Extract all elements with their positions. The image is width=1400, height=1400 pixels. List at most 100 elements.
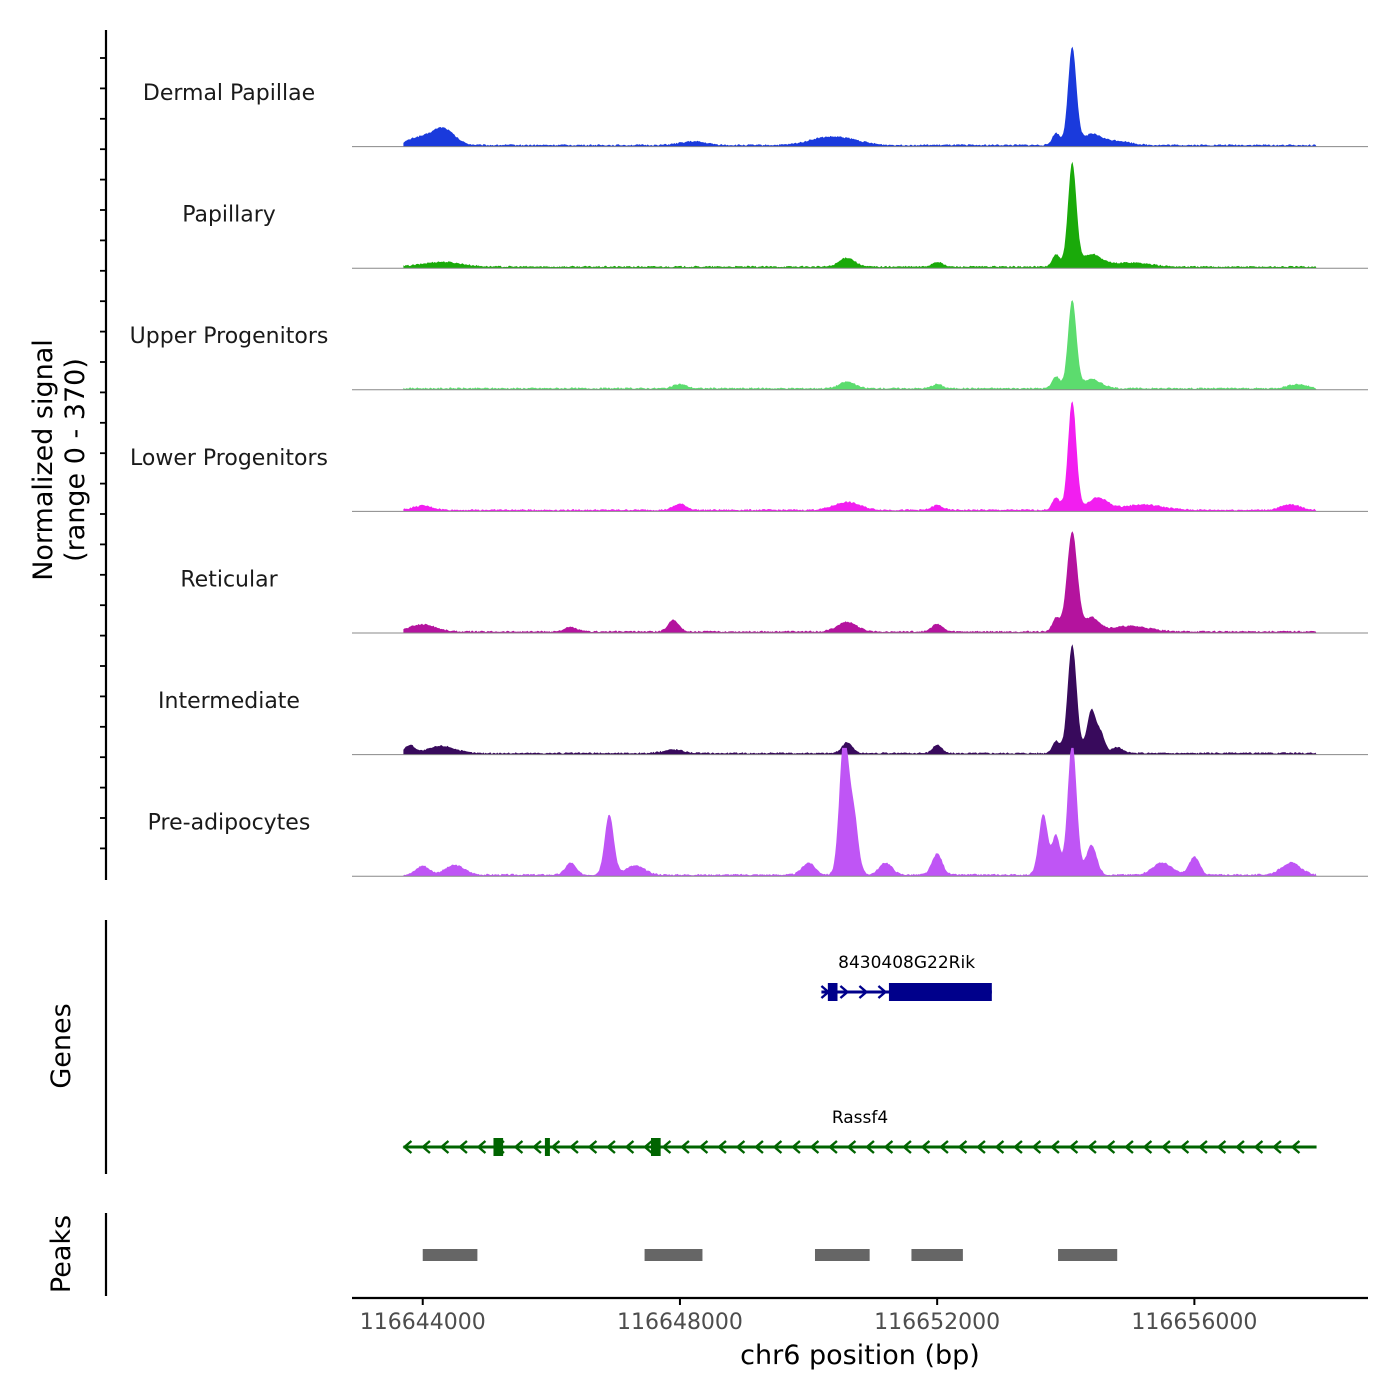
gene-1: Rassf4 bbox=[402, 1108, 1317, 1156]
strand-arrow bbox=[791, 1140, 801, 1154]
track-1: Papillary bbox=[182, 161, 1368, 269]
genes-track-label: Genes bbox=[46, 1003, 77, 1088]
strand-arrow bbox=[1050, 1140, 1060, 1154]
strand-arrow bbox=[939, 1140, 949, 1154]
track-label: Papillary bbox=[182, 203, 276, 228]
strand-arrow bbox=[717, 1140, 727, 1154]
strand-arrow bbox=[772, 1140, 783, 1154]
strand-arrow bbox=[1290, 1140, 1301, 1154]
track-2: Upper Progenitors bbox=[130, 300, 1368, 391]
gene-name: 8430408G22Rik bbox=[838, 953, 975, 973]
strand-arrow bbox=[1272, 1140, 1282, 1154]
strand-arrow bbox=[1179, 1140, 1190, 1154]
track-label: Upper Progenitors bbox=[130, 324, 329, 349]
signal-area bbox=[403, 747, 1317, 877]
strand-arrow bbox=[1198, 1140, 1208, 1154]
x-axis: 116644000 116648000 116652000 116656000 bbox=[352, 1296, 1368, 1335]
peaks-track bbox=[104, 1213, 1118, 1296]
strand-arrow bbox=[883, 1140, 894, 1154]
strand-arrow bbox=[1031, 1140, 1042, 1154]
signal-area bbox=[403, 401, 1317, 512]
exon bbox=[888, 983, 992, 1001]
strand-arrow bbox=[1124, 1140, 1134, 1154]
strand-arrow bbox=[606, 1140, 616, 1154]
strand-arrow bbox=[680, 1140, 690, 1154]
strand-arrow bbox=[976, 1140, 986, 1154]
peak-region bbox=[422, 1249, 478, 1261]
strand-arrow bbox=[902, 1140, 912, 1154]
peak-region bbox=[814, 1249, 870, 1261]
x-tick-label: 116644000 bbox=[360, 1310, 486, 1335]
track-0: Dermal Papillae bbox=[143, 46, 1368, 148]
strand-arrow bbox=[1068, 1140, 1079, 1154]
signal-area bbox=[403, 531, 1317, 633]
strand-arrow bbox=[1013, 1140, 1023, 1154]
strand-arrow bbox=[476, 1140, 487, 1154]
strand-arrow bbox=[809, 1140, 820, 1154]
peak-region bbox=[911, 1249, 963, 1261]
exon bbox=[544, 1138, 550, 1156]
strand-arrow bbox=[877, 985, 888, 999]
x-tick-label: 116656000 bbox=[1131, 1310, 1257, 1335]
strand-arrow bbox=[402, 1140, 413, 1154]
x-tick-label: 116652000 bbox=[874, 1310, 1000, 1335]
strand-arrow bbox=[858, 985, 869, 999]
track-label: Intermediate bbox=[158, 689, 300, 714]
signal-area bbox=[403, 161, 1317, 269]
strand-arrow bbox=[643, 1140, 653, 1154]
track-label: Dermal Papillae bbox=[143, 81, 315, 106]
x-tick-label: 116648000 bbox=[617, 1310, 743, 1335]
strand-arrow bbox=[1142, 1140, 1153, 1154]
track-label: Reticular bbox=[180, 567, 278, 592]
y-axis-title: Normalized signal bbox=[28, 339, 59, 581]
strand-arrow bbox=[1235, 1140, 1245, 1154]
strand-arrow bbox=[458, 1140, 468, 1154]
strand-arrow bbox=[513, 1140, 524, 1154]
strand-arrow bbox=[957, 1140, 968, 1154]
strand-arrow bbox=[661, 1140, 672, 1154]
gene-0: 8430408G22Rik bbox=[820, 953, 992, 1001]
exon bbox=[827, 983, 838, 1001]
signal-area bbox=[403, 644, 1317, 755]
strand-arrow bbox=[569, 1140, 579, 1154]
y-axis bbox=[100, 30, 108, 880]
strand-arrow bbox=[1105, 1140, 1116, 1154]
strand-arrow bbox=[1216, 1140, 1227, 1154]
strand-arrow bbox=[994, 1140, 1005, 1154]
signal-area bbox=[403, 300, 1317, 390]
signal-tracks: Dermal Papillae Papillary Upper Progenitor… bbox=[130, 46, 1368, 877]
peaks-track-label: Peaks bbox=[46, 1215, 77, 1293]
signal-area bbox=[403, 46, 1317, 147]
track-3: Lower Progenitors bbox=[130, 401, 1368, 512]
strand-arrow bbox=[839, 985, 850, 999]
strand-arrow bbox=[624, 1140, 635, 1154]
strand-arrow bbox=[1253, 1140, 1264, 1154]
strand-arrow bbox=[846, 1140, 857, 1154]
genes-track: 8430408G22Rik Rassf4 bbox=[104, 920, 1317, 1174]
exon bbox=[651, 1138, 661, 1156]
strand-arrow bbox=[698, 1140, 709, 1154]
peak-region bbox=[1058, 1249, 1118, 1261]
track-label: Lower Progenitors bbox=[130, 446, 328, 471]
x-axis-title: chr6 position (bp) bbox=[740, 1340, 980, 1371]
y-axis-subtitle: (range 0 - 370) bbox=[60, 358, 91, 562]
strand-arrow bbox=[1161, 1140, 1171, 1154]
strand-arrow bbox=[1087, 1140, 1097, 1154]
strand-arrow bbox=[587, 1140, 598, 1154]
track-4: Reticular bbox=[180, 531, 1368, 634]
strand-arrow bbox=[828, 1140, 838, 1154]
strand-arrow bbox=[421, 1140, 431, 1154]
strand-arrow bbox=[735, 1140, 746, 1154]
gene-name: Rassf4 bbox=[832, 1108, 888, 1128]
exon bbox=[493, 1138, 504, 1156]
strand-arrow bbox=[920, 1140, 931, 1154]
peak-region bbox=[644, 1249, 703, 1261]
track-6: Pre-adipocytes bbox=[148, 747, 1368, 877]
track-5: Intermediate bbox=[158, 644, 1368, 756]
strand-arrow bbox=[532, 1140, 542, 1154]
strand-arrow bbox=[754, 1140, 764, 1154]
strand-arrow bbox=[865, 1140, 875, 1154]
strand-arrow bbox=[439, 1140, 450, 1154]
track-label: Pre-adipocytes bbox=[148, 811, 311, 836]
